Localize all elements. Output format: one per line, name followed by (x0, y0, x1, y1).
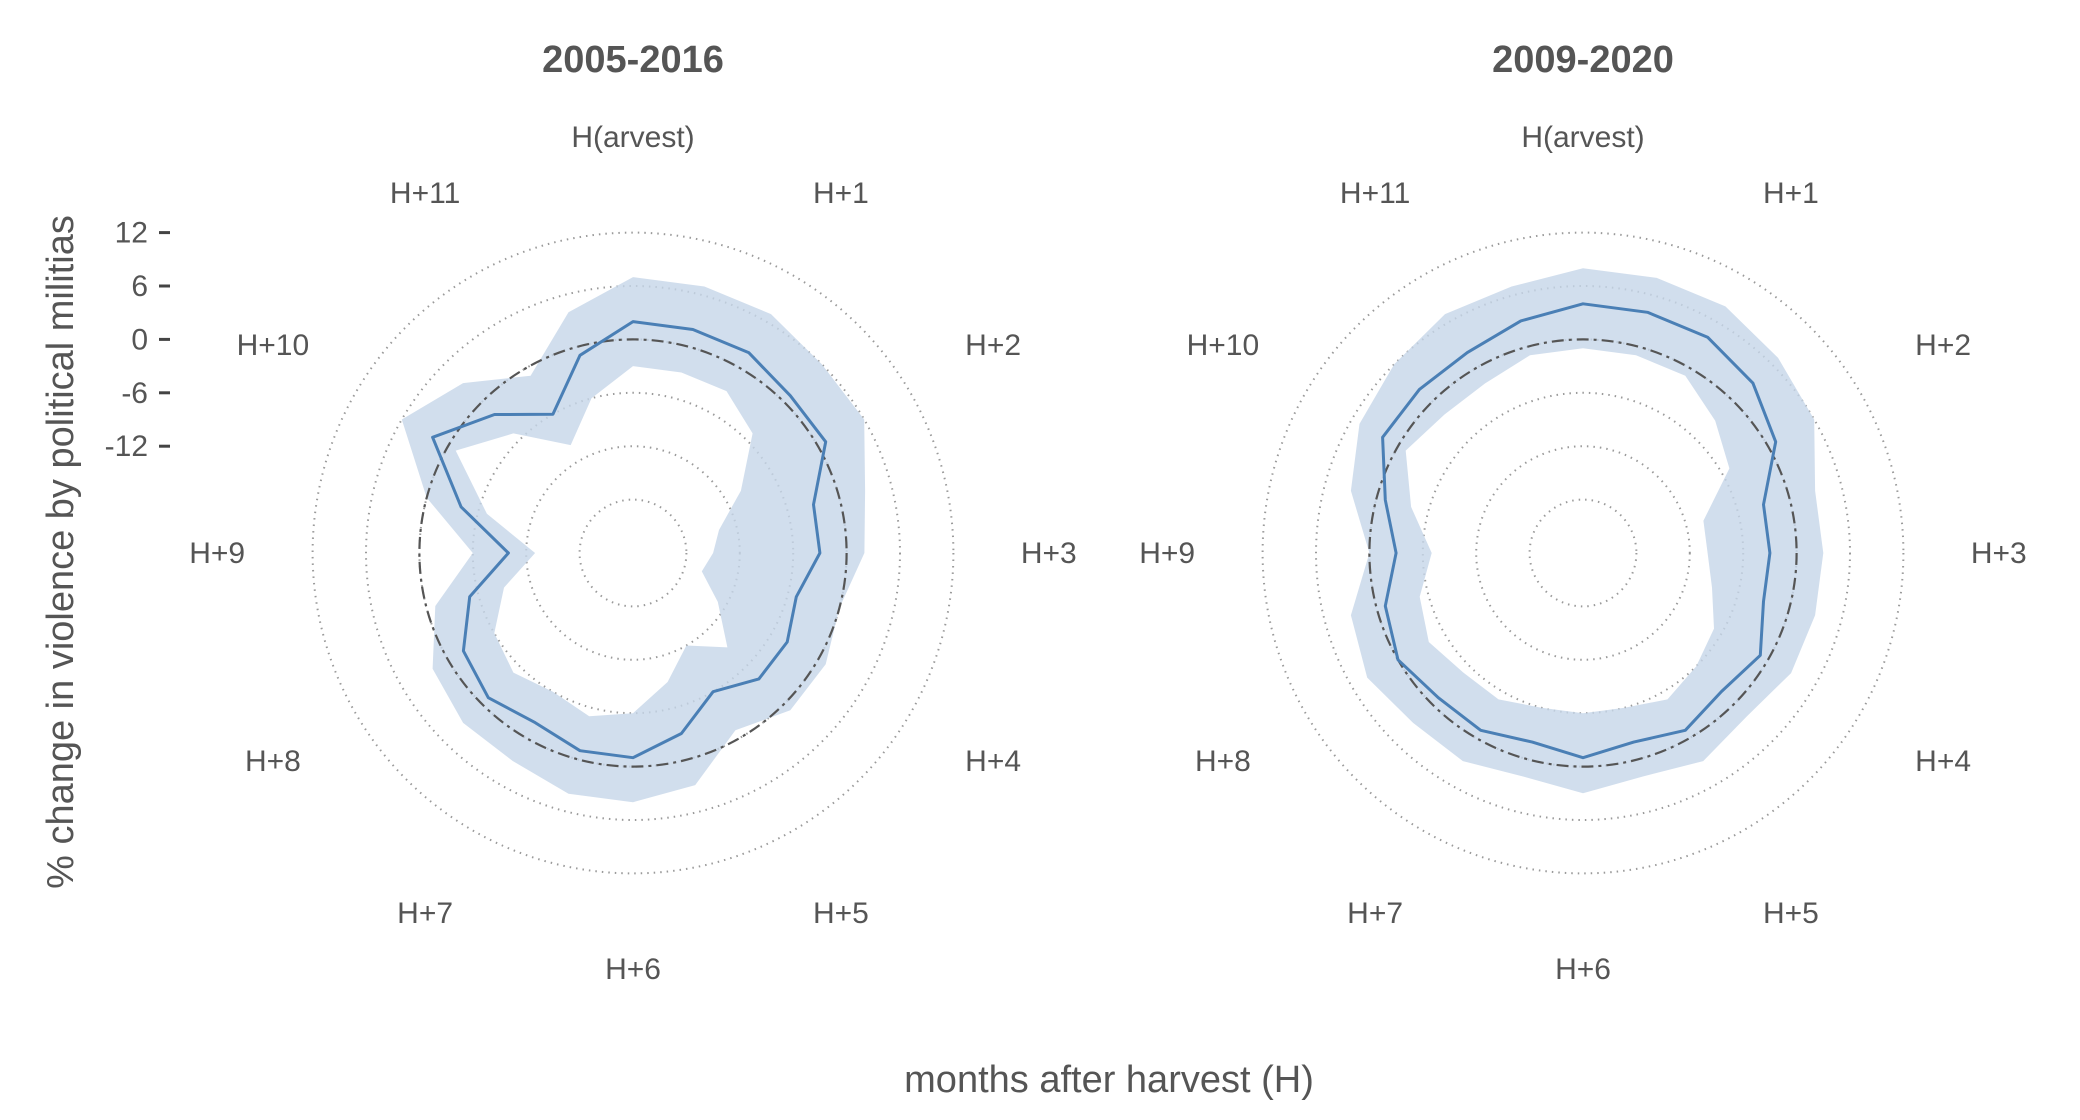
month-label: H+7 (397, 897, 453, 930)
month-label: H+1 (1763, 177, 1819, 210)
confidence-band (1350, 268, 1824, 794)
radial-tick-label: -6 (121, 377, 148, 410)
month-label: H+10 (1187, 329, 1260, 362)
confidence-band (401, 277, 866, 803)
month-label: H+6 (1555, 953, 1611, 986)
month-label: H+8 (1195, 745, 1251, 778)
y-axis-title: % change in violence by political militi… (40, 215, 82, 889)
grid-ring (1475, 445, 1691, 661)
zero-reference-ring (418, 338, 848, 768)
grid-ring (1315, 285, 1851, 821)
x-axis-title: months after harvest (H) (904, 1059, 1314, 1101)
month-label: H+4 (1915, 745, 1971, 778)
grid-ring (311, 231, 955, 875)
month-label: H+2 (965, 329, 1021, 362)
panel-title: 2005-2016 (542, 39, 724, 81)
grid-ring (578, 498, 688, 608)
month-label: H+9 (189, 537, 245, 570)
grid-ring (1421, 391, 1745, 715)
month-label: H+1 (813, 177, 869, 210)
month-label: H(arvest) (1521, 121, 1644, 154)
estimate-line (1381, 302, 1778, 760)
zero-reference-ring (1368, 338, 1798, 768)
grid-ring (365, 285, 901, 821)
month-label: H+6 (605, 953, 661, 986)
radar-panel-2005-2016: 2005-2016 H(arvest) H+1 H+2 H+3 H+4 H+5 H+6 H+7… (189, 39, 1076, 986)
radial-tick-label: 12 (115, 217, 148, 250)
month-label: H+10 (237, 329, 310, 362)
month-label: H+3 (1971, 537, 2027, 570)
panel-title: 2009-2020 (1492, 39, 1674, 81)
month-label: H+2 (1915, 329, 1971, 362)
month-label: H+9 (1139, 537, 1195, 570)
radar-panel-2009-2020: 2009-2020 H(arvest) H+1 H+2 H+3 H+4 H+5 H+6 H+7… (1139, 39, 2026, 986)
radial-tick-label: 0 (131, 323, 148, 356)
radial-tick-label: 6 (131, 270, 148, 303)
radial-tick-label: -12 (105, 430, 148, 463)
month-label: H+7 (1347, 897, 1403, 930)
month-label: H+3 (1021, 537, 1077, 570)
month-label: H+11 (390, 177, 460, 210)
month-label: H+8 (245, 745, 301, 778)
estimate-line (431, 320, 828, 760)
grid-ring (1261, 231, 1905, 875)
month-label: H(arvest) (571, 121, 694, 154)
month-label: H+5 (1763, 897, 1819, 930)
grid-ring (525, 445, 741, 661)
grid-ring (1528, 498, 1638, 608)
month-label: H+5 (813, 897, 869, 930)
month-label: H+4 (965, 745, 1021, 778)
radial-axis-ticks: -12 -6 0 6 12 (105, 217, 170, 463)
month-label: H+11 (1340, 177, 1410, 210)
